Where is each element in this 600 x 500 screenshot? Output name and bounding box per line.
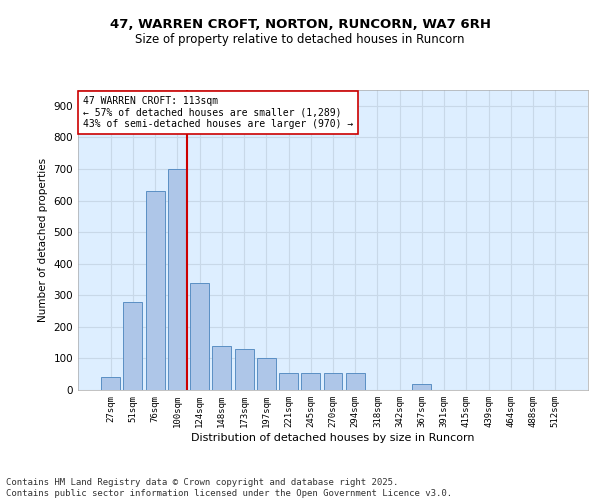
- Bar: [412, 384, 431, 390]
- Bar: [146, 191, 164, 390]
- Bar: [279, 372, 298, 390]
- Bar: [301, 372, 320, 390]
- Bar: [323, 372, 343, 390]
- Bar: [257, 358, 276, 390]
- X-axis label: Distribution of detached houses by size in Runcorn: Distribution of detached houses by size …: [191, 432, 475, 442]
- Bar: [168, 169, 187, 390]
- Bar: [124, 302, 142, 390]
- Bar: [346, 372, 365, 390]
- Y-axis label: Number of detached properties: Number of detached properties: [38, 158, 48, 322]
- Bar: [101, 378, 120, 390]
- Bar: [235, 349, 254, 390]
- Bar: [212, 346, 231, 390]
- Text: 47 WARREN CROFT: 113sqm
← 57% of detached houses are smaller (1,289)
43% of semi: 47 WARREN CROFT: 113sqm ← 57% of detache…: [83, 96, 353, 129]
- Text: Contains HM Land Registry data © Crown copyright and database right 2025.
Contai: Contains HM Land Registry data © Crown c…: [6, 478, 452, 498]
- Bar: [190, 282, 209, 390]
- Text: Size of property relative to detached houses in Runcorn: Size of property relative to detached ho…: [135, 32, 465, 46]
- Text: 47, WARREN CROFT, NORTON, RUNCORN, WA7 6RH: 47, WARREN CROFT, NORTON, RUNCORN, WA7 6…: [110, 18, 491, 30]
